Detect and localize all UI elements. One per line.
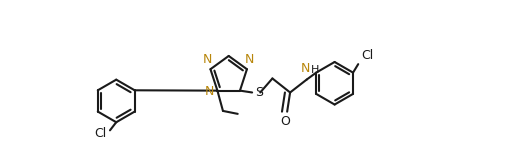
Text: N: N bbox=[300, 62, 310, 75]
Text: N: N bbox=[245, 52, 254, 66]
Text: Cl: Cl bbox=[361, 49, 374, 62]
Text: O: O bbox=[281, 115, 291, 128]
Text: Cl: Cl bbox=[94, 127, 106, 140]
Text: N: N bbox=[205, 85, 214, 98]
Text: H: H bbox=[311, 65, 320, 75]
Text: N: N bbox=[203, 52, 213, 66]
Text: S: S bbox=[255, 86, 263, 99]
